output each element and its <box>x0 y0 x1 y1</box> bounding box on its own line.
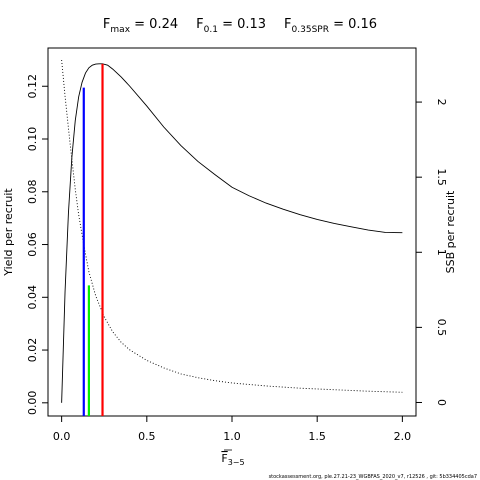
x-axis-title-text: F3−5 <box>221 452 244 467</box>
x-axis-title: F3−5 <box>221 449 245 467</box>
x-tick-label: 1.0 <box>223 430 241 443</box>
chart-title: Fmax = 0.24 F0.1 = 0.13 F0.35SPR = 0.16 <box>103 17 377 35</box>
y-axis-left: 0.00 0.02 0.04 0.06 0.08 0.10 0.12 <box>26 74 49 416</box>
x-tick-label: 2.0 <box>394 430 412 443</box>
y-tick-label: 0.02 <box>26 338 39 363</box>
y2-tick-label: 2 <box>435 99 448 106</box>
y-tick-label: 0.08 <box>26 180 39 205</box>
x-axis-title-subscript: 3−5 <box>228 458 245 467</box>
x-tick-label: 0.5 <box>138 430 156 443</box>
x-tick-label: 0.0 <box>53 430 71 443</box>
y2-axis-title: SSB per recruit <box>444 190 457 273</box>
y2-tick-label: 1 <box>435 249 448 256</box>
y2-tick-label: 0.5 <box>435 319 448 337</box>
yield-per-recruit-line <box>61 63 403 403</box>
y-tick-label: 0.12 <box>26 74 39 99</box>
title-value: = 0.16 <box>329 17 377 32</box>
y-tick-label: 0.06 <box>26 232 39 256</box>
x-tick-label: 1.5 <box>308 430 326 443</box>
y-tick-label: 0.04 <box>26 285 39 310</box>
title-subscript: 0.35SPR <box>292 25 329 35</box>
y-axis-right: 0 0.5 1 1.5 2 <box>415 99 448 406</box>
y-tick-label: 0.00 <box>26 391 39 416</box>
title-subscript: max <box>110 25 130 35</box>
title-value: = 0.13 <box>218 17 266 32</box>
reference-lines <box>82 63 104 416</box>
ssb-per-recruit-line <box>61 59 403 393</box>
title-text: Fmax = 0.24 F0.1 = 0.13 F0.35SPR = 0.16 <box>103 17 377 35</box>
x-axis: 0.0 0.5 1.0 1.5 2.0 <box>53 415 412 443</box>
y2-tick-label: 1.5 <box>435 168 448 186</box>
x-axis-title-symbol: F <box>221 452 227 465</box>
title-subscript: 0.1 <box>204 25 218 35</box>
title-symbol: F <box>103 17 110 32</box>
y-tick-label: 0.10 <box>26 127 39 152</box>
title-value: = 0.24 <box>130 17 178 32</box>
y2-tick-label: 0 <box>435 399 448 406</box>
series-group <box>61 59 403 403</box>
title-symbol: F <box>196 17 203 32</box>
y-axis-title: Yield per recruit <box>2 188 15 277</box>
title-symbol: F <box>284 17 291 32</box>
footer-text: stockassessment.org, ple.27.21-23_WGBFAS… <box>269 474 477 480</box>
